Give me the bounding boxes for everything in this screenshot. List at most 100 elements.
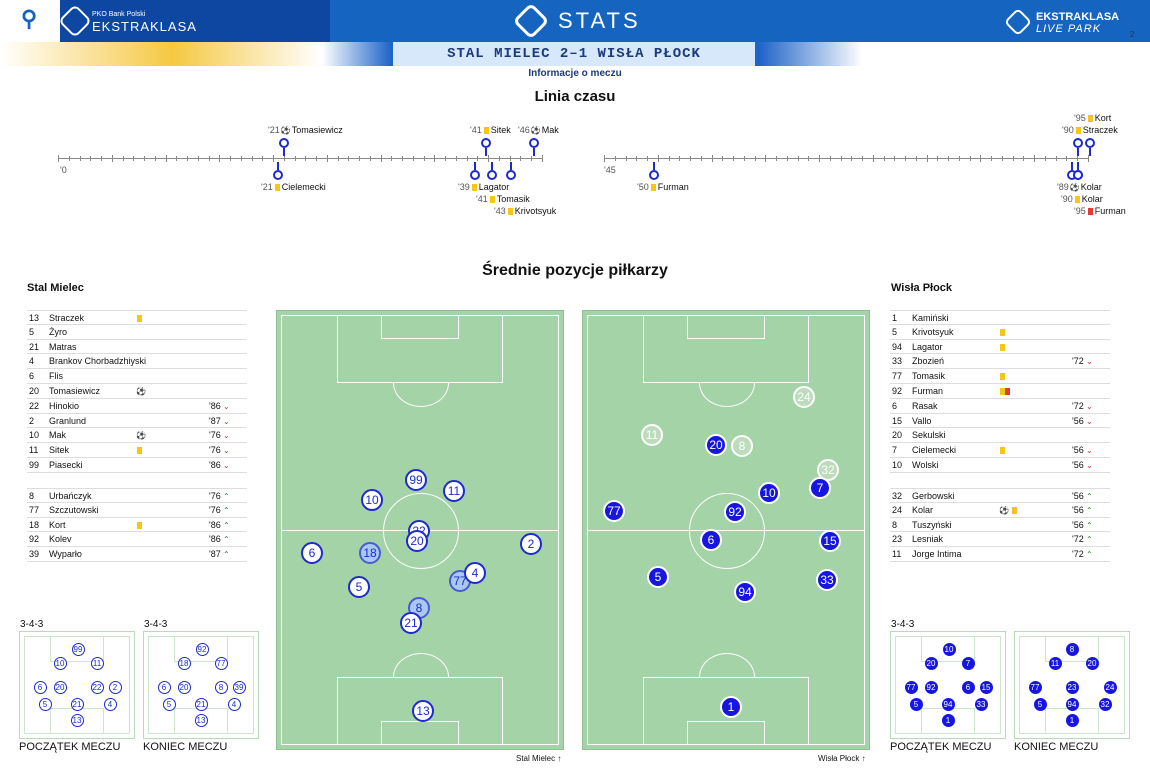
mini-player-dot: 2 <box>108 680 122 694</box>
player-number: 92 <box>892 385 903 396</box>
roster-row: 6 Flis <box>27 369 247 384</box>
player-name: Granlund <box>49 415 87 426</box>
player-name: Kort <box>49 519 66 530</box>
timeline-tick <box>90 156 92 161</box>
timeline-tick <box>133 156 135 161</box>
player-position-dot: 6 <box>700 529 722 551</box>
player-position-dot: 13 <box>412 700 434 722</box>
mini-player-dot: 24 <box>1103 680 1117 694</box>
match-score-title: STAL MIELEC 2–1 WISŁA PŁOCK <box>447 46 701 62</box>
event-player: Furman <box>657 182 689 192</box>
timeline-event-above: '95 Kort <box>1074 113 1111 123</box>
goal-area-bottom <box>687 721 765 745</box>
livepark-line2: LIVE PARK <box>1036 23 1102 35</box>
player-position-dot: 99 <box>405 469 427 491</box>
player-number: 24 <box>892 504 903 515</box>
timeline-tick <box>657 155 659 162</box>
event-pin-icon <box>487 170 497 180</box>
timeline-tick <box>445 156 446 161</box>
player-name: Żyro <box>49 326 67 337</box>
goal-ball-icon: ⚽ <box>530 126 541 135</box>
player-number: 8 <box>29 491 35 501</box>
player-number: 33 <box>892 356 903 367</box>
sub-out-icon: ⌄ <box>220 431 230 441</box>
player-name: Tuszyński <box>912 519 952 530</box>
mini-player-dot: 94 <box>941 697 955 711</box>
timeline-tick <box>1012 156 1014 161</box>
player-number: 99 <box>29 459 40 470</box>
mini-player-dot: 11 <box>1048 656 1062 670</box>
mini-player-dot: 5 <box>1033 697 1047 711</box>
player-number: 22 <box>29 400 40 411</box>
timeline-tick <box>1034 155 1035 162</box>
timeline-tick <box>101 156 102 161</box>
yellow-card-icon <box>1000 447 1005 455</box>
bank-name: PKO Bank Polski <box>92 11 146 18</box>
player-number: 11 <box>29 445 39 456</box>
player-name: Wyparło <box>49 549 82 560</box>
player-name: Sitek <box>49 445 70 456</box>
timeline-tick <box>208 156 210 161</box>
player-card: ⚽ <box>135 428 147 443</box>
yellow-card-icon <box>137 447 142 455</box>
roster-row: 99 Piasecki '86 ⌄ <box>27 458 247 473</box>
sub-minute-text: '86 <box>209 400 221 411</box>
player-position-dot: 6 <box>301 542 323 564</box>
player-position-dot: 94 <box>734 581 756 603</box>
event-minute: '39 <box>458 182 470 192</box>
timeline-tick <box>614 156 616 161</box>
timeline-tick <box>294 156 296 161</box>
center-circle <box>689 493 765 569</box>
sub-in-icon: ⌃ <box>220 505 230 515</box>
event-minute: '21 <box>261 182 273 192</box>
timeline-tick <box>647 156 648 161</box>
home-pitch-caption-text: Stal Mielec <box>516 754 556 763</box>
event-pin-icon <box>481 138 491 148</box>
timeline-title: Linia czasu <box>534 88 616 105</box>
event-minute: '90 <box>1062 125 1074 135</box>
mini-player-dot: 77 <box>904 680 918 694</box>
roster-row: 18 Kort '86 ⌃ <box>27 518 247 533</box>
substitution-minute: '87 ⌃ <box>209 547 230 562</box>
timeline-tick <box>926 155 928 162</box>
roster-row: 11 Jorge Intima '72 ⌃ <box>890 547 1110 562</box>
mini-player-dot: 32 <box>1098 697 1112 711</box>
mini-player-dot: 5 <box>162 697 176 711</box>
away-start-caption: POCZĄTEK MECZU <box>890 741 992 753</box>
mini-player-dot: 7 <box>961 656 975 670</box>
timeline-tick <box>958 156 960 161</box>
sub-out-icon: ⌄ <box>220 460 230 470</box>
goal-ball-icon: ⚽ <box>136 386 146 396</box>
player-number: 7 <box>892 445 898 456</box>
home-pitch-caption: Stal Mielec ↑ <box>516 754 561 763</box>
timeline-tick <box>797 156 799 161</box>
event-pin-stem <box>1077 162 1079 170</box>
timeline-tick <box>636 156 638 161</box>
mini-player-dot: 21 <box>70 697 84 711</box>
player-name: Straczek <box>49 313 85 323</box>
sub-minute-text: '72 <box>1072 356 1084 367</box>
player-position-dot: 21 <box>400 612 422 634</box>
red-card-icon <box>1087 208 1093 215</box>
home-subs-list: 8 Urbańczyk '76 ⌃ 77 Szczutowski '76 ⌃ 18 Kort '… <box>27 488 247 562</box>
event-player: Mak <box>541 125 559 135</box>
event-pin-stem <box>491 162 493 170</box>
player-number: 5 <box>29 326 35 337</box>
substitution-minute: '72 ⌄ <box>1072 354 1093 369</box>
sub-in-icon: ⌃ <box>1083 520 1093 530</box>
sub-in-icon: ⌃ <box>1083 535 1093 545</box>
player-card <box>135 311 144 325</box>
timeline-tick <box>273 155 274 162</box>
player-name: Vallo <box>912 415 932 426</box>
goal-area-top <box>381 315 459 339</box>
roster-row: 92 Kolev '86 ⌃ <box>27 532 247 548</box>
sub-minute-text: '56 <box>1072 445 1084 456</box>
substitution-minute: '76 ⌄ <box>209 443 230 458</box>
livepark-logo-icon <box>1003 7 1033 37</box>
mini-player-dot: 8 <box>1065 642 1079 656</box>
mini-player-dot: 20 <box>1085 656 1099 670</box>
substitution-minute: '56 ⌄ <box>1072 458 1093 473</box>
timeline-tick <box>488 155 489 162</box>
player-name: Hinokio <box>49 400 80 411</box>
timeline-tick <box>1087 155 1089 162</box>
